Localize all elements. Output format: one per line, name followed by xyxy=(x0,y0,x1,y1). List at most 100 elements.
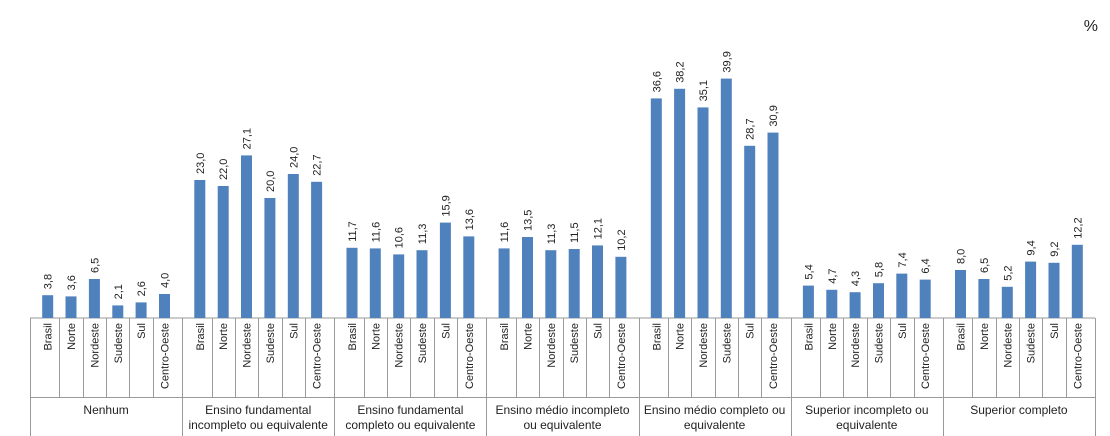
bar-superior-completo-brasil xyxy=(955,270,966,318)
data-label: 2,6 xyxy=(136,281,148,296)
data-label: 8,0 xyxy=(956,249,968,264)
tick-label: Centro-Oeste xyxy=(1072,323,1084,389)
data-label: 3,6 xyxy=(66,275,78,290)
data-label: 4,3 xyxy=(850,271,862,286)
data-label: 5,2 xyxy=(1002,266,1014,281)
data-label: 30,9 xyxy=(768,105,780,126)
bar-nenhum-sudeste xyxy=(112,305,124,318)
tick-label: Centro-Oeste xyxy=(464,323,476,389)
bar-ensino-fundamental-completo-ou-equivalente-norte xyxy=(369,248,381,318)
tick-label: Sul xyxy=(1049,323,1061,339)
bar-superior-incompleto-ou-equivalente-sul xyxy=(896,273,908,318)
group-label: Ensino fundamental xyxy=(357,403,463,417)
data-label: 12,2 xyxy=(1072,217,1084,238)
data-label: 6,5 xyxy=(89,258,101,273)
data-label: 36,6 xyxy=(651,71,663,92)
tick-label: Centro-Oeste xyxy=(160,323,172,389)
bar-superior-completo-sudeste xyxy=(1025,261,1037,318)
tick-label: Sudeste xyxy=(1026,323,1038,363)
bar-ensino-medio-completo-ou-equivalente-centro-oeste xyxy=(767,132,779,318)
tick-label: Norte xyxy=(66,323,78,350)
tick-label: Brasil xyxy=(499,323,511,351)
tick-label: Sudeste xyxy=(874,323,886,363)
tick-label: Norte xyxy=(827,323,839,350)
group-label: equivalente xyxy=(684,418,746,432)
bar-ensino-fundamental-completo-ou-equivalente-sul xyxy=(439,222,451,318)
bar-ensino-medio-completo-ou-equivalente-norte xyxy=(674,88,686,318)
bar-superior-incompleto-ou-equivalente-norte xyxy=(826,289,838,318)
bar-superior-incompleto-ou-equivalente-nordeste xyxy=(849,292,861,318)
data-label: 12,1 xyxy=(593,218,605,239)
bar-ensino-fundamental-completo-ou-equivalente-sudeste xyxy=(416,250,428,318)
bar-superior-incompleto-ou-equivalente-sudeste xyxy=(873,283,884,318)
bar-nenhum-centro-oeste xyxy=(159,294,170,318)
data-label: 11,6 xyxy=(370,222,382,243)
group-label: Superior incompleto ou xyxy=(805,403,928,417)
bar-ensino-medio-incompleto-ou-equivalente-brasil xyxy=(498,248,510,318)
tick-label: Sul xyxy=(593,323,605,339)
tick-label: Brasil xyxy=(651,323,663,351)
tick-label: Brasil xyxy=(347,323,359,351)
bar-ensino-fundamental-completo-ou-equivalente-nordeste xyxy=(393,254,405,318)
group-label: Nenhum xyxy=(83,403,128,417)
tick-label: Sul xyxy=(136,323,148,339)
tick-label: Sul xyxy=(745,323,757,339)
data-label: 11,3 xyxy=(546,224,558,245)
data-label: 5,8 xyxy=(874,262,886,277)
data-label: 13,6 xyxy=(464,209,476,230)
tick-label: Sudeste xyxy=(721,323,733,363)
tick-label: Norte xyxy=(218,323,230,350)
unit-label: % xyxy=(1083,18,1098,35)
bar-nenhum-sul xyxy=(135,302,147,318)
bar-ensino-fundamental-completo-ou-equivalente-centro-oeste xyxy=(463,236,475,318)
data-label: 2,1 xyxy=(113,284,125,299)
bar-ensino-fundamental-incompleto-ou-equivalente-sul xyxy=(287,174,299,318)
tick-label: Brasil xyxy=(195,323,207,351)
data-label: 23,0 xyxy=(195,153,207,174)
bar-superior-incompleto-ou-equivalente-centro-oeste xyxy=(919,279,931,318)
bar-superior-completo-centro-oeste xyxy=(1071,244,1083,318)
bar-ensino-fundamental-incompleto-ou-equivalente-centro-oeste xyxy=(311,181,323,318)
tick-label: Nordeste xyxy=(89,323,101,368)
bar-ensino-medio-incompleto-ou-equivalente-nordeste xyxy=(545,250,557,318)
data-label: 7,4 xyxy=(897,252,909,267)
group-label: Ensino médio incompleto xyxy=(495,403,629,417)
bar-ensino-fundamental-completo-ou-equivalente-brasil xyxy=(346,247,358,318)
bar-ensino-fundamental-incompleto-ou-equivalente-nordeste xyxy=(241,155,252,318)
tick-label: Sul xyxy=(897,323,909,339)
group-label: equivalente xyxy=(836,418,898,432)
bar-nenhum-brasil xyxy=(42,295,54,318)
tick-label: Norte xyxy=(675,323,687,350)
tick-label: Centro-Oeste xyxy=(768,323,780,389)
group-label: Superior completo xyxy=(970,403,1068,417)
tick-label: Sudeste xyxy=(113,323,125,363)
data-label: 6,4 xyxy=(920,258,932,273)
tick-label: Brasil xyxy=(43,323,55,351)
bar-ensino-medio-incompleto-ou-equivalente-centro-oeste xyxy=(615,256,627,318)
bar-nenhum-norte xyxy=(65,296,77,318)
bar-ensino-fundamental-incompleto-ou-equivalente-sudeste xyxy=(264,198,276,318)
tick-label: Norte xyxy=(370,323,382,350)
data-label: 28,7 xyxy=(745,118,757,139)
bar-ensino-fundamental-incompleto-ou-equivalente-brasil xyxy=(194,180,206,318)
bar-nenhum-nordeste xyxy=(88,279,100,318)
tick-label: Nordeste xyxy=(850,323,862,368)
data-label: 10,2 xyxy=(616,229,628,250)
data-label: 22,7 xyxy=(312,154,324,175)
data-label: 11,5 xyxy=(569,222,581,243)
tick-label: Brasil xyxy=(803,323,815,351)
group-label: completo ou equivalente xyxy=(345,418,475,432)
data-label: 22,0 xyxy=(218,159,230,180)
data-label: 13,5 xyxy=(523,210,535,231)
tick-label: Centro-Oeste xyxy=(312,323,324,389)
tick-label: Sudeste xyxy=(417,323,429,363)
tick-label: Centro-Oeste xyxy=(920,323,932,389)
data-label: 4,7 xyxy=(827,269,839,284)
tick-label: Sudeste xyxy=(265,323,277,363)
tick-label: Norte xyxy=(523,323,535,350)
bar-ensino-medio-incompleto-ou-equivalente-sudeste xyxy=(568,249,580,318)
tick-label: Brasil xyxy=(956,323,968,351)
tick-label: Centro-Oeste xyxy=(616,323,628,389)
tick-label: Nordeste xyxy=(242,323,254,368)
